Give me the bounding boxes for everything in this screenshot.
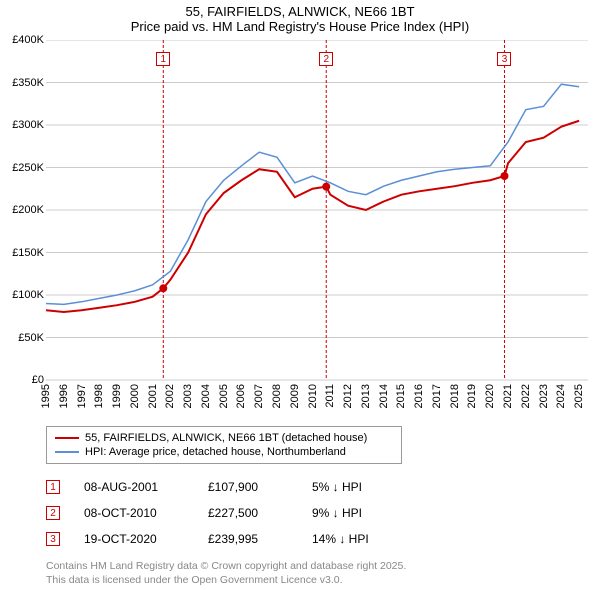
x-tick-label: 2009 xyxy=(289,384,301,408)
x-tick-label: 1997 xyxy=(76,384,88,408)
sale-diff: 9% ↓ HPI xyxy=(312,506,412,520)
chart-title: 55, FAIRFIELDS, ALNWICK, NE66 1BT xyxy=(0,0,600,19)
legend-label: 55, FAIRFIELDS, ALNWICK, NE66 1BT (detac… xyxy=(85,432,367,444)
sale-date: 08-OCT-2010 xyxy=(84,506,184,520)
x-tick-label: 2021 xyxy=(502,384,514,408)
legend-swatch xyxy=(55,451,79,453)
y-tick-label: £150K xyxy=(0,247,44,259)
sale-marker-box: 3 xyxy=(497,52,511,66)
x-tick-label: 2010 xyxy=(307,384,319,408)
x-tick-label: 2018 xyxy=(449,384,461,408)
x-tick-label: 2012 xyxy=(342,384,354,408)
sale-diff: 5% ↓ HPI xyxy=(312,480,412,494)
sale-price: £107,900 xyxy=(208,480,288,494)
x-tick-label: 2022 xyxy=(520,384,532,408)
x-tick-label: 2003 xyxy=(182,384,194,408)
x-tick-label: 2008 xyxy=(271,384,283,408)
sale-row: 2 08-OCT-2010 £227,500 9% ↓ HPI xyxy=(46,500,600,526)
x-tick-label: 2000 xyxy=(129,384,141,408)
x-tick-label: 1999 xyxy=(111,384,123,408)
sale-price: £239,995 xyxy=(208,532,288,546)
sale-date: 19-OCT-2020 xyxy=(84,532,184,546)
legend-label: HPI: Average price, detached house, Nort… xyxy=(85,446,346,458)
y-tick-label: £300K xyxy=(0,119,44,131)
x-tick-label: 2006 xyxy=(235,384,247,408)
sale-row: 3 19-OCT-2020 £239,995 14% ↓ HPI xyxy=(46,526,600,552)
footer-line2: This data is licensed under the Open Gov… xyxy=(46,574,600,588)
sale-marker: 1 xyxy=(46,480,60,494)
legend-item: 55, FAIRFIELDS, ALNWICK, NE66 1BT (detac… xyxy=(55,431,393,445)
sale-price: £227,500 xyxy=(208,506,288,520)
legend-swatch xyxy=(55,437,79,439)
x-tick-label: 2015 xyxy=(395,384,407,408)
footer: Contains HM Land Registry data © Crown c… xyxy=(46,560,600,587)
y-tick-label: £200K xyxy=(0,204,44,216)
x-tick-label: 1998 xyxy=(93,384,105,408)
sale-marker: 2 xyxy=(46,506,60,520)
y-tick-label: £400K xyxy=(0,34,44,46)
y-tick-label: £350K xyxy=(0,77,44,89)
sale-marker-box: 2 xyxy=(319,52,333,66)
footer-line1: Contains HM Land Registry data © Crown c… xyxy=(46,560,600,574)
sales-table: 1 08-AUG-2001 £107,900 5% ↓ HPI 2 08-OCT-2010… xyxy=(46,474,600,552)
x-tick-label: 2023 xyxy=(538,384,550,408)
line-chart xyxy=(0,40,600,420)
x-tick-label: 2020 xyxy=(484,384,496,408)
x-tick-label: 2016 xyxy=(413,384,425,408)
legend-item: HPI: Average price, detached house, Nort… xyxy=(55,445,393,459)
x-tick-label: 2005 xyxy=(218,384,230,408)
sale-date: 08-AUG-2001 xyxy=(84,480,184,494)
y-tick-label: £100K xyxy=(0,289,44,301)
chart-subtitle: Price paid vs. HM Land Registry's House … xyxy=(0,19,600,40)
x-tick-label: 2019 xyxy=(466,384,478,408)
legend: 55, FAIRFIELDS, ALNWICK, NE66 1BT (detac… xyxy=(46,426,402,464)
y-tick-label: £50K xyxy=(0,332,44,344)
x-tick-label: 2001 xyxy=(147,384,159,408)
x-tick-label: 2007 xyxy=(253,384,265,408)
x-tick-label: 2011 xyxy=(324,384,336,408)
y-tick-label: £0 xyxy=(0,374,44,386)
sale-marker-box: 1 xyxy=(156,52,170,66)
chart-area: £0£50K£100K£150K£200K£250K£300K£350K£400… xyxy=(0,40,600,420)
x-tick-label: 2004 xyxy=(200,384,212,408)
x-tick-label: 2025 xyxy=(573,384,585,408)
sale-row: 1 08-AUG-2001 £107,900 5% ↓ HPI xyxy=(46,474,600,500)
x-tick-label: 1996 xyxy=(58,384,70,408)
x-tick-label: 2024 xyxy=(555,384,567,408)
x-tick-label: 2002 xyxy=(164,384,176,408)
x-tick-label: 1995 xyxy=(40,384,52,408)
sale-diff: 14% ↓ HPI xyxy=(312,532,412,546)
sale-marker: 3 xyxy=(46,532,60,546)
x-tick-label: 2014 xyxy=(378,384,390,408)
x-tick-label: 2013 xyxy=(360,384,372,408)
y-tick-label: £250K xyxy=(0,162,44,174)
x-tick-label: 2017 xyxy=(431,384,443,408)
